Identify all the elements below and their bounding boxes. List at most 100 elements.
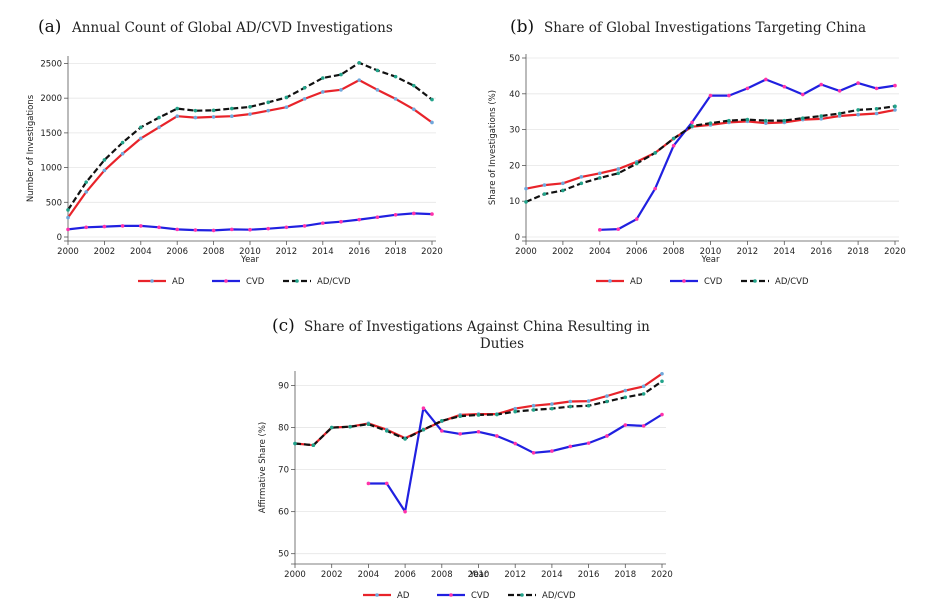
y-tick-label: 90 <box>278 382 289 392</box>
data-point <box>321 76 325 80</box>
data-point <box>598 176 602 180</box>
x-tick-label: 2006 <box>166 247 188 257</box>
data-point <box>339 88 343 92</box>
data-point <box>568 399 573 404</box>
legend-marker <box>375 593 379 597</box>
data-point <box>708 93 713 98</box>
data-point <box>495 434 499 438</box>
chart-title: Share of Investigations Against China Re… <box>304 319 650 335</box>
data-point <box>605 399 609 404</box>
data-point <box>339 72 343 77</box>
data-point <box>393 97 398 101</box>
legend-label: AD <box>630 277 643 287</box>
data-point <box>579 181 584 186</box>
data-point <box>893 108 897 112</box>
x-tick-label: 2012 <box>276 247 298 257</box>
data-point <box>293 441 297 446</box>
x-tick-label: 2020 <box>421 247 443 257</box>
x-tick-label: 2020 <box>651 570 673 580</box>
data-point <box>266 108 271 113</box>
data-point <box>84 225 88 230</box>
data-point <box>476 429 481 434</box>
data-point <box>837 114 842 118</box>
data-point <box>403 437 407 441</box>
legend-marker <box>608 279 612 283</box>
data-point <box>248 227 252 232</box>
x-tick-label: 2014 <box>541 570 563 580</box>
data-point <box>357 60 362 65</box>
data-point <box>874 86 879 91</box>
data-point <box>440 419 444 423</box>
data-point <box>893 104 897 109</box>
legend-marker <box>753 279 757 283</box>
data-point <box>690 120 694 125</box>
data-point <box>598 228 602 232</box>
data-point <box>120 151 125 156</box>
data-point <box>708 121 713 125</box>
x-tick-label: 2002 <box>552 247 574 257</box>
data-point <box>430 120 434 125</box>
data-point <box>660 371 664 376</box>
x-tick-label: 2004 <box>589 247 611 257</box>
data-point <box>139 224 143 228</box>
legend-label: CVD <box>704 277 723 287</box>
data-point <box>366 422 371 426</box>
data-point <box>284 95 289 100</box>
data-point <box>357 217 362 222</box>
x-tick-label: 2008 <box>203 247 225 257</box>
data-point <box>403 509 407 514</box>
data-point <box>102 224 107 229</box>
x-tick-label: 2000 <box>284 570 306 580</box>
data-point <box>412 107 416 112</box>
data-point <box>230 114 234 119</box>
data-point <box>230 106 234 111</box>
y-tick-label: 50 <box>509 54 520 64</box>
data-point <box>175 106 179 111</box>
data-point <box>782 84 787 89</box>
chart-letter: (b) <box>510 17 534 37</box>
data-point <box>321 90 325 94</box>
x-tick-label: 2012 <box>504 570 526 580</box>
y-tick-label: 0 <box>57 233 62 243</box>
data-point <box>660 379 664 384</box>
y-tick-label: 1500 <box>40 129 62 139</box>
data-point <box>157 125 161 130</box>
data-point <box>430 97 434 102</box>
legend-label: CVD <box>246 277 265 287</box>
data-point <box>531 408 536 412</box>
data-point <box>856 81 860 85</box>
data-point <box>339 219 343 224</box>
x-tick-label: 2002 <box>321 570 343 580</box>
series-line-ad-cvd <box>525 105 896 203</box>
y-tick-label: 60 <box>278 508 289 518</box>
data-point <box>653 151 657 155</box>
data-point <box>819 114 823 118</box>
data-point <box>856 112 860 117</box>
legend-marker <box>682 279 686 283</box>
data-point <box>579 175 584 179</box>
data-point <box>616 227 621 231</box>
x-tick-label: 2016 <box>578 570 600 580</box>
data-point <box>745 86 750 91</box>
x-tick-label: 2014 <box>773 247 795 257</box>
data-point <box>641 384 646 389</box>
data-point <box>513 409 517 414</box>
data-point <box>819 117 823 121</box>
x-tick-label: 2004 <box>358 570 380 580</box>
data-point <box>366 481 371 486</box>
data-point <box>193 228 198 232</box>
series-line-ad <box>67 78 433 219</box>
data-point <box>690 124 694 128</box>
legend-marker <box>224 279 228 283</box>
data-point <box>782 118 787 123</box>
x-tick-label: 2002 <box>94 247 116 257</box>
data-point <box>856 108 860 112</box>
legend-label: AD <box>397 591 410 601</box>
x-tick-label: 2018 <box>385 247 407 257</box>
x-axis-label: Year <box>240 255 260 265</box>
data-point <box>745 117 750 122</box>
data-point <box>66 215 70 220</box>
chart-title-line2: Duties <box>480 336 524 352</box>
data-point <box>84 180 88 184</box>
y-tick-label: 70 <box>278 466 289 476</box>
